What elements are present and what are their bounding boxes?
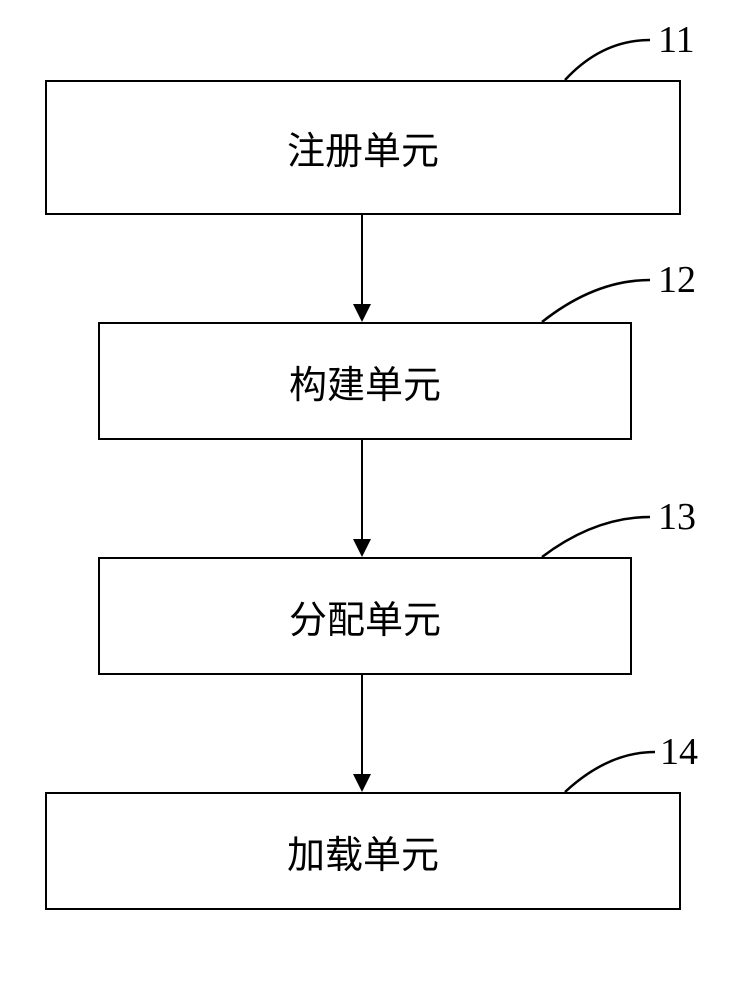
leader-line-14: [0, 0, 741, 1000]
diagram-canvas: 注册单元 11 构建单元 12 分配单元 13 加载单元 14: [0, 0, 741, 1000]
ref-label-14: 14: [660, 730, 698, 774]
